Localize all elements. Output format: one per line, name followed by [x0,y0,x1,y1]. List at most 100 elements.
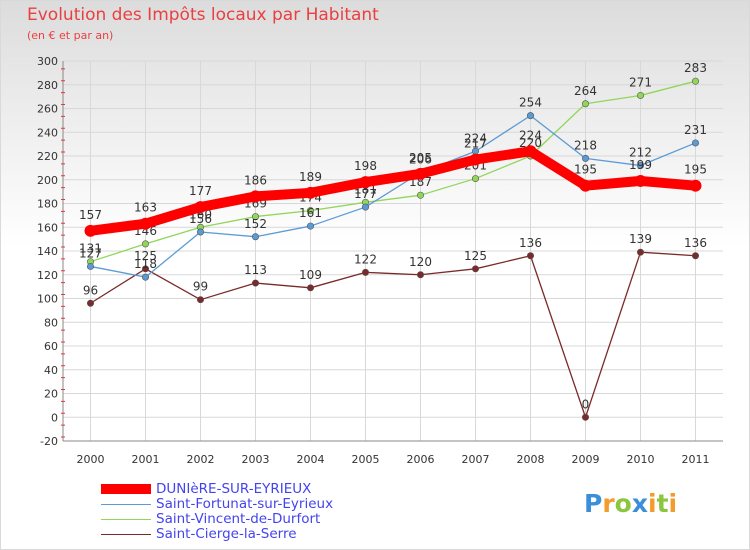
data-label: 217 [464,137,487,151]
data-label: 125 [134,249,157,263]
data-label: 139 [629,232,652,246]
data-point [689,179,702,192]
data-label: 131 [79,242,102,256]
logo-letter: r [602,489,615,518]
data-label: 212 [629,146,652,160]
data-point [361,203,369,211]
logo-letter: o [614,489,632,518]
data-point [636,162,644,170]
data-label: 189 [299,170,322,184]
data-label: 122 [354,252,377,266]
y-tick-label: 120 [37,269,58,282]
legend-swatch [101,519,151,520]
x-tick-label: 2008 [517,453,545,466]
x-tick-label: 2005 [352,453,380,466]
data-point [636,91,644,99]
legend-swatch [101,504,151,505]
logo-letter: x [631,489,648,518]
data-point [526,252,534,260]
data-label: 113 [244,263,267,277]
data-point [581,413,589,421]
y-tick-label: -20 [40,435,58,448]
data-point [469,153,482,166]
data-label: 177 [354,187,377,201]
legend-label: Saint-Vincent-de-Durfort [156,511,321,527]
y-tick-label: 200 [37,174,58,187]
data-label: 120 [409,255,432,269]
y-tick-label: 180 [37,198,58,211]
chart-title: Evolution des Impôts locaux par Habitant [27,5,379,25]
data-label: 157 [79,208,102,222]
y-tick-label: 220 [37,150,58,163]
data-point [194,201,207,214]
x-tick-label: 2000 [77,453,105,466]
data-label: 0 [582,397,590,411]
y-tick-label: 0 [51,411,58,424]
data-point [471,265,479,273]
data-point [306,284,314,292]
data-label: 163 [134,201,157,215]
chart-subtitle: (en € et par an) [27,29,114,42]
data-point [306,207,314,215]
series-line [89,114,697,278]
data-label: 264 [574,84,597,98]
x-tick-label: 2010 [627,453,655,466]
data-label: 109 [299,268,322,282]
y-tick-label: 160 [37,221,58,234]
x-tick-label: 2002 [187,453,215,466]
data-point [142,240,150,248]
data-point [361,268,369,276]
data-label: 177 [189,184,212,198]
data-point [197,228,205,236]
data-point [252,279,260,287]
data-label: 99 [193,280,208,294]
data-point [414,167,427,180]
data-point [636,248,644,256]
y-tick-label: 260 [37,103,58,116]
data-label: 199 [629,158,652,172]
data-label: 118 [134,257,157,271]
logo-letter: t [656,489,669,518]
proxiti-logo: Proxiti [584,489,677,518]
data-label: 254 [519,96,542,110]
data-point [304,186,317,199]
data-point [139,217,152,230]
data-point [634,174,647,187]
data-point [581,100,589,108]
y-tick-label: 140 [37,245,58,258]
data-point [249,190,262,203]
data-point [142,265,150,273]
x-tick-label: 2004 [297,453,325,466]
data-point [691,252,699,260]
data-point [526,112,534,120]
logo-letter: P [584,489,603,518]
data-point [471,175,479,183]
y-tick-label: 60 [44,340,58,353]
data-point [359,176,372,189]
data-point [416,191,424,199]
x-tick-label: 2006 [407,453,435,466]
data-label: 220 [519,136,542,150]
logo-letter: i [648,489,657,518]
y-tick-label: 280 [37,79,58,92]
data-label: 271 [629,75,652,89]
data-label: 224 [519,128,542,142]
y-tick-label: 80 [44,316,58,329]
data-point [524,145,537,158]
data-label: 198 [354,159,377,173]
y-tick-label: 240 [37,126,58,139]
data-label: 127 [79,246,102,260]
data-label: 125 [464,249,487,263]
data-label: 186 [244,173,267,187]
data-label: 218 [574,138,597,152]
series-line [89,251,697,418]
y-tick-label: 40 [44,364,58,377]
data-label: 224 [464,131,487,145]
data-point [691,77,699,85]
data-label: 205 [409,151,432,165]
logo-letter: i [668,489,678,518]
data-label: 231 [684,123,707,137]
series-line [89,80,697,263]
